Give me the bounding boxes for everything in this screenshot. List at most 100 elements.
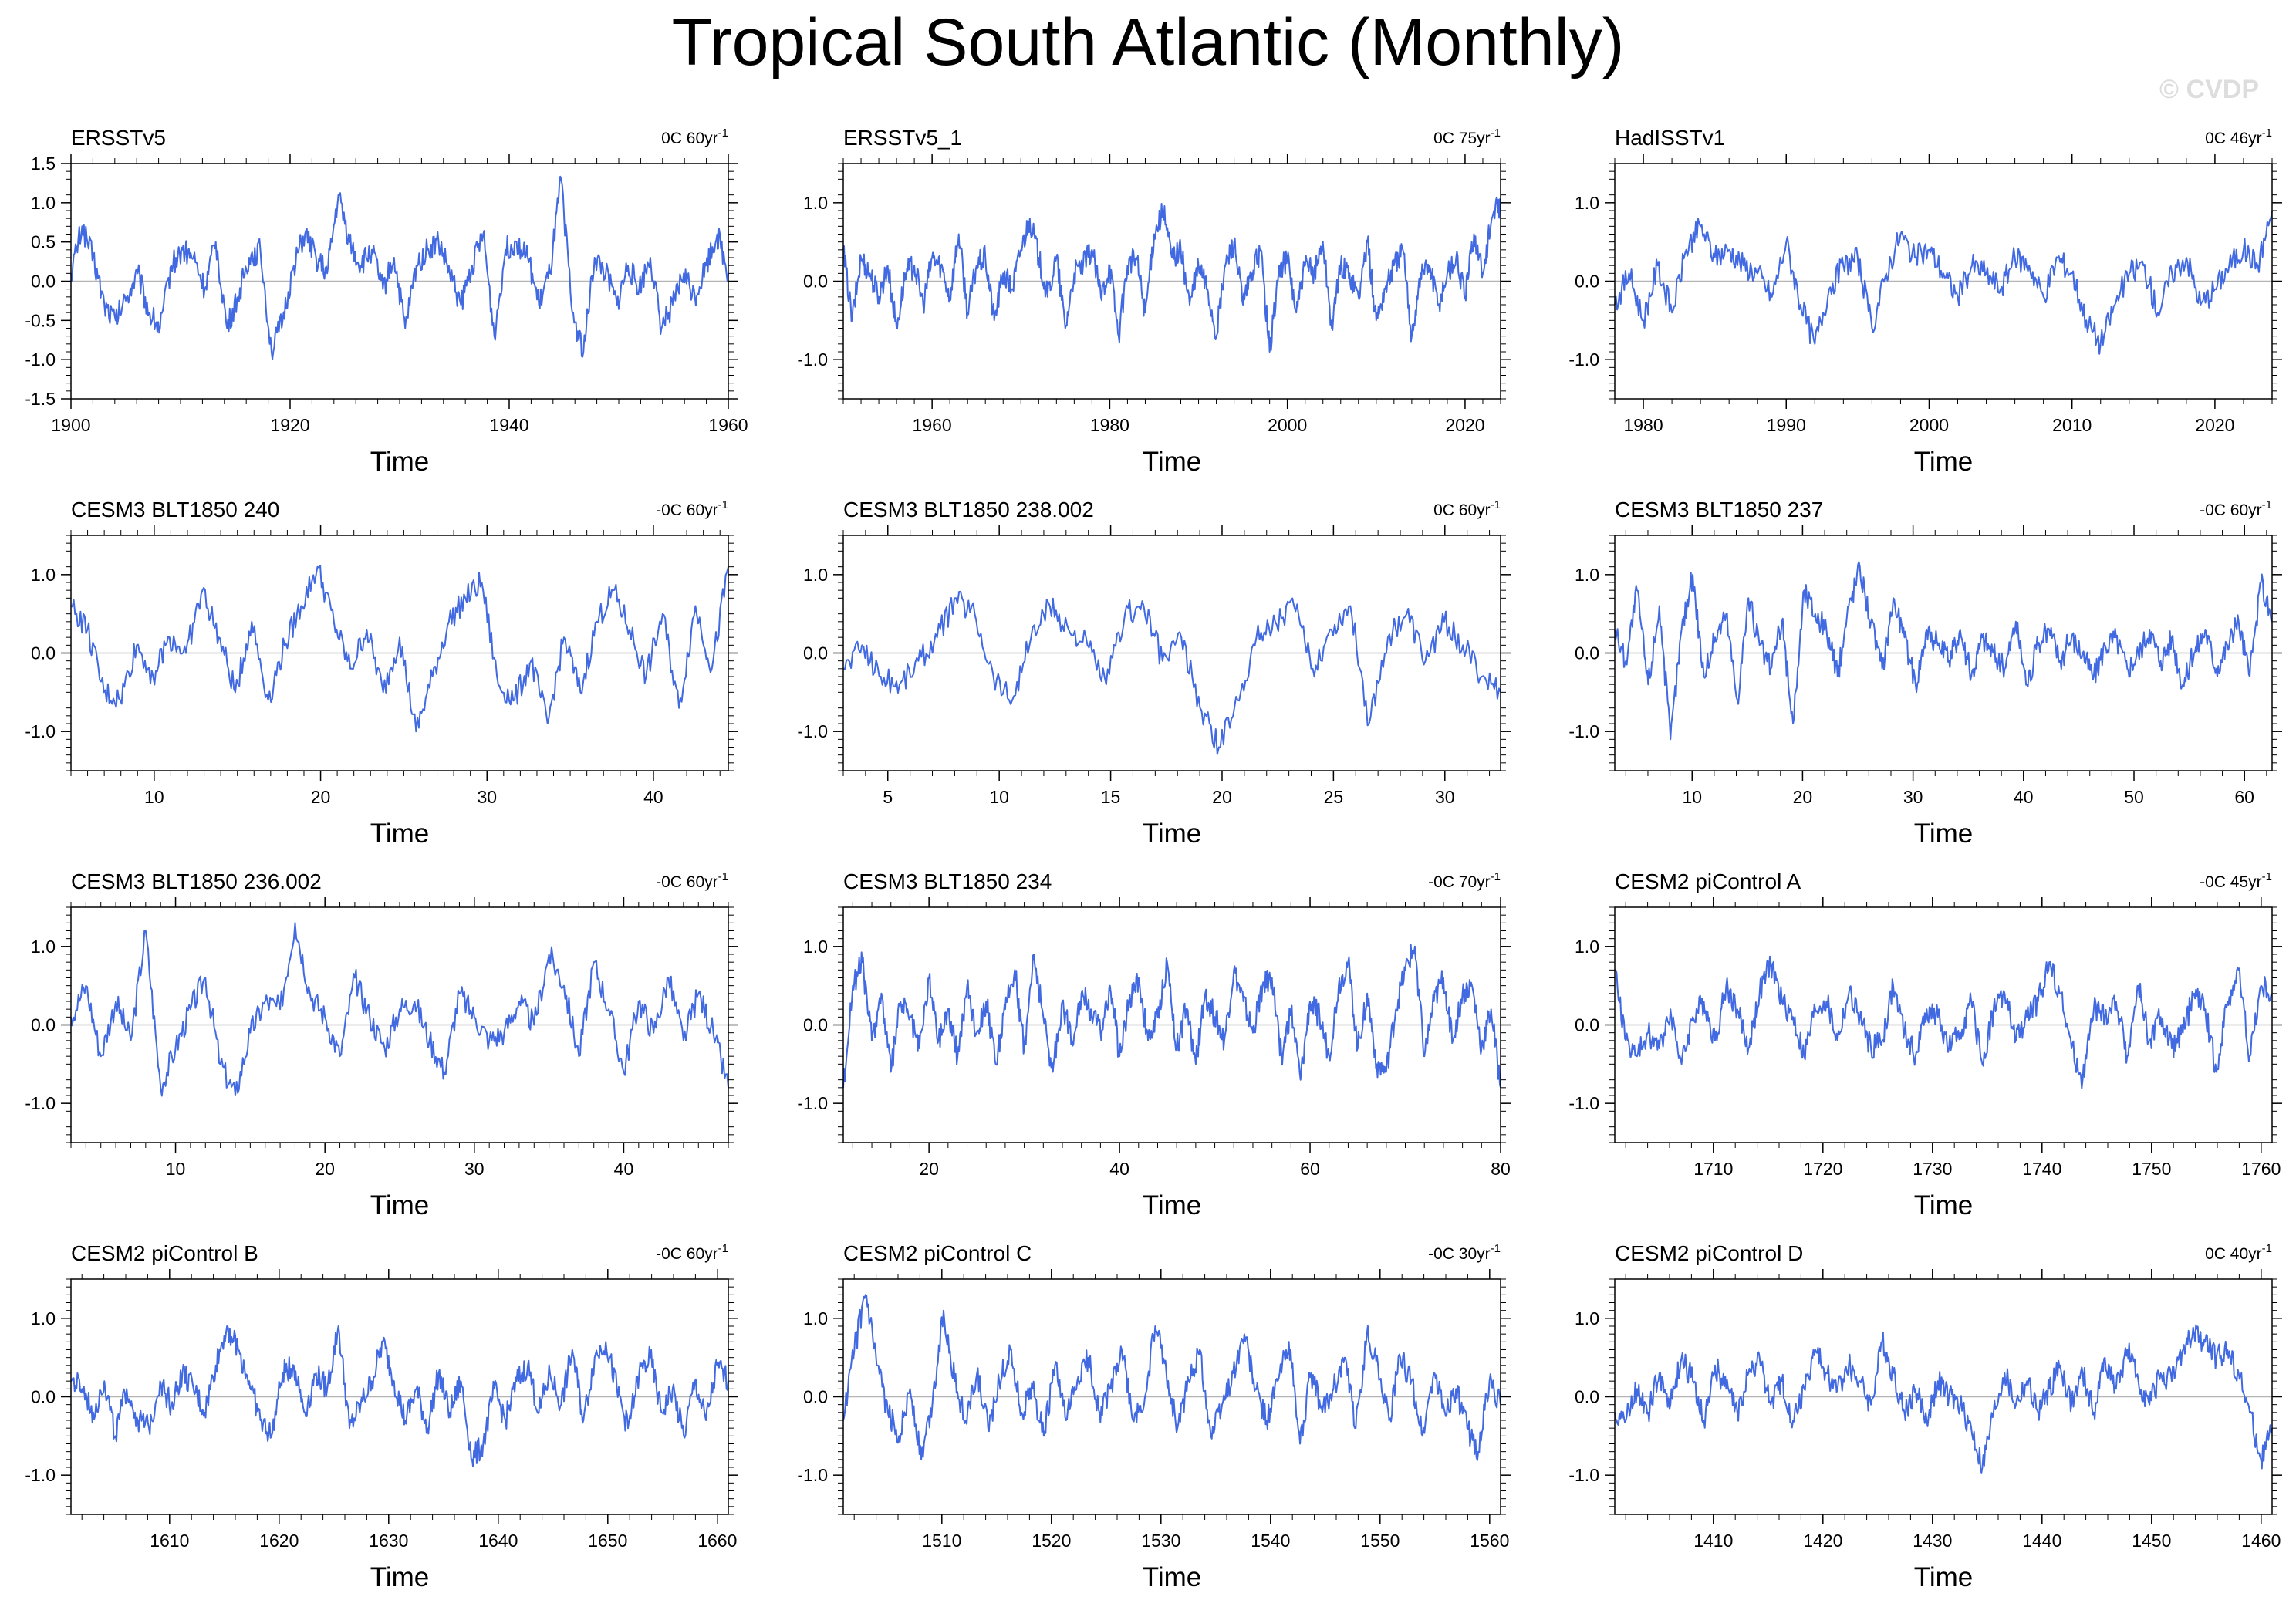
trend-exponent: -1 — [2262, 1242, 2272, 1255]
plot-frame — [842, 1278, 1501, 1515]
plot-frame — [70, 163, 729, 400]
trend-label: 0C 60yr-1 — [1433, 498, 1501, 519]
trend-exponent: -1 — [2262, 870, 2272, 883]
x-tick-label: 60 — [2234, 787, 2254, 807]
trend-exponent: -1 — [718, 498, 728, 511]
x-tick-label: 1530 — [1141, 1531, 1180, 1551]
panel-title: CESM2 piControl B — [71, 1241, 258, 1265]
x-tick-label: 1710 — [1693, 1159, 1733, 1179]
panel: ERSSTv5_1 0C 75yr-1 -1.0 0.0 1.0 1960 1980 2000… — [797, 126, 1511, 477]
trend-label: -0C 70yr-1 — [1428, 870, 1501, 891]
x-tick-label: 1510 — [922, 1531, 961, 1551]
x-tick-label: 1430 — [1913, 1531, 1952, 1551]
x-tick-label: 1660 — [697, 1531, 737, 1551]
x-tick-label: 1410 — [1693, 1531, 1733, 1551]
x-tick-label: 1760 — [2241, 1159, 2281, 1179]
series-line — [842, 1294, 1501, 1461]
x-tick-label: 1420 — [1803, 1531, 1842, 1551]
panel-title: CESM3 BLT1850 237 — [1615, 498, 1823, 522]
y-tick-label: -1.0 — [797, 721, 828, 741]
panel: HadISSTv1 0C 46yr-1 -1.0 0.0 1.0 1980 1990 2000… — [1568, 126, 2282, 477]
x-tick-label: 50 — [2124, 787, 2144, 807]
x-tick-label: 1620 — [259, 1531, 299, 1551]
panel-title: CESM3 BLT1850 240 — [71, 498, 279, 522]
trend-exponent: -1 — [718, 1242, 728, 1255]
trend-label: -0C 30yr-1 — [1428, 1242, 1501, 1263]
y-tick-label: 0.0 — [31, 272, 56, 292]
panel: CESM2 piControl D 0C 40yr-1 -1.0 0.0 1.0 1410… — [1568, 1241, 2282, 1592]
series-line — [70, 1325, 729, 1467]
y-tick-label: 1.0 — [1575, 565, 1599, 585]
x-tick-label: 40 — [614, 1159, 634, 1179]
series-line — [1614, 1324, 2273, 1474]
plot-frame — [842, 163, 1501, 400]
x-axis-label: Time — [370, 447, 429, 477]
trend-exponent: -1 — [2262, 127, 2272, 140]
trend-label: -0C 45yr-1 — [2200, 870, 2272, 891]
x-tick-label: 1610 — [150, 1531, 189, 1551]
series-line — [842, 196, 1501, 353]
plot-frame — [1614, 163, 2273, 400]
x-tick-label: 30 — [464, 1159, 485, 1179]
x-tick-label: 1640 — [478, 1531, 518, 1551]
panel-title: CESM2 piControl A — [1615, 869, 1801, 893]
series-line — [70, 565, 729, 733]
trend-exponent: -1 — [2262, 498, 2272, 511]
plot-frame — [70, 1278, 729, 1515]
y-tick-label: 1.0 — [1575, 193, 1599, 213]
series-line — [842, 944, 1501, 1089]
x-tick-label: 1900 — [51, 415, 90, 435]
watermark: © CVDP — [2159, 75, 2259, 104]
x-tick-label: 20 — [311, 787, 331, 807]
y-tick-label: 1.0 — [803, 937, 828, 957]
trend-label: -0C 60yr-1 — [656, 870, 728, 891]
x-tick-label: 1440 — [2022, 1531, 2061, 1551]
panel: CESM3 BLT1850 234 -0C 70yr-1 -1.0 0.0 1.0 20 4… — [797, 869, 1511, 1220]
x-axis-label: Time — [1143, 1190, 1201, 1220]
x-tick-label: 1550 — [1360, 1531, 1400, 1551]
x-tick-label: 40 — [643, 787, 663, 807]
series-line — [842, 590, 1501, 755]
x-axis-label: Time — [1914, 819, 1973, 849]
panel-title: ERSSTv5_1 — [843, 126, 962, 150]
y-tick-label: 0.0 — [1575, 1387, 1599, 1407]
x-tick-label: 1920 — [270, 415, 309, 435]
trend-exponent: -1 — [1491, 1242, 1501, 1255]
x-tick-label: 1460 — [2241, 1531, 2281, 1551]
x-tick-label: 2010 — [2052, 415, 2092, 435]
x-tick-label: 1980 — [1623, 415, 1663, 435]
x-axis-label: Time — [1143, 1562, 1201, 1592]
series-line — [70, 922, 729, 1097]
y-tick-label: 0.0 — [31, 1387, 56, 1407]
main-title: Tropical South Atlantic (Monthly) — [672, 5, 1625, 79]
trend-label: 0C 46yr-1 — [2205, 127, 2272, 147]
x-axis-label: Time — [1914, 447, 1973, 477]
panel-title: CESM3 BLT1850 238.002 — [843, 498, 1094, 522]
trend-exponent: -1 — [1491, 498, 1501, 511]
plot-frame — [1614, 906, 2273, 1143]
x-tick-label: 40 — [1109, 1159, 1129, 1179]
x-tick-label: 20 — [1793, 787, 1813, 807]
y-tick-label: 1.0 — [31, 1308, 56, 1328]
panel-title: CESM3 BLT1850 234 — [843, 869, 1052, 893]
x-tick-label: 15 — [1101, 787, 1121, 807]
trend-label: 0C 40yr-1 — [2205, 1242, 2272, 1263]
x-tick-label: 30 — [1435, 787, 1455, 807]
y-tick-label: -1.0 — [1568, 349, 1599, 370]
y-tick-label: 1.0 — [31, 193, 56, 213]
x-axis-label: Time — [370, 1190, 429, 1220]
x-tick-label: 60 — [1300, 1159, 1320, 1179]
x-tick-label: 20 — [919, 1159, 939, 1179]
x-tick-label: 2000 — [1909, 415, 1949, 435]
panel-title: CESM3 BLT1850 236.002 — [71, 869, 322, 893]
panel: CESM3 BLT1850 236.002 -0C 60yr-1 -1.0 0.0 1.… — [25, 869, 738, 1220]
x-tick-label: 20 — [315, 1159, 335, 1179]
y-tick-label: -1.5 — [25, 389, 56, 409]
x-axis-label: Time — [370, 1562, 429, 1592]
trend-label: -0C 60yr-1 — [656, 498, 728, 519]
panel: CESM2 piControl B -0C 60yr-1 -1.0 0.0 1.0 161… — [25, 1241, 738, 1592]
y-tick-label: 1.0 — [1575, 1308, 1599, 1328]
x-tick-label: 1540 — [1251, 1531, 1290, 1551]
trend-label: 0C 75yr-1 — [1433, 127, 1501, 147]
